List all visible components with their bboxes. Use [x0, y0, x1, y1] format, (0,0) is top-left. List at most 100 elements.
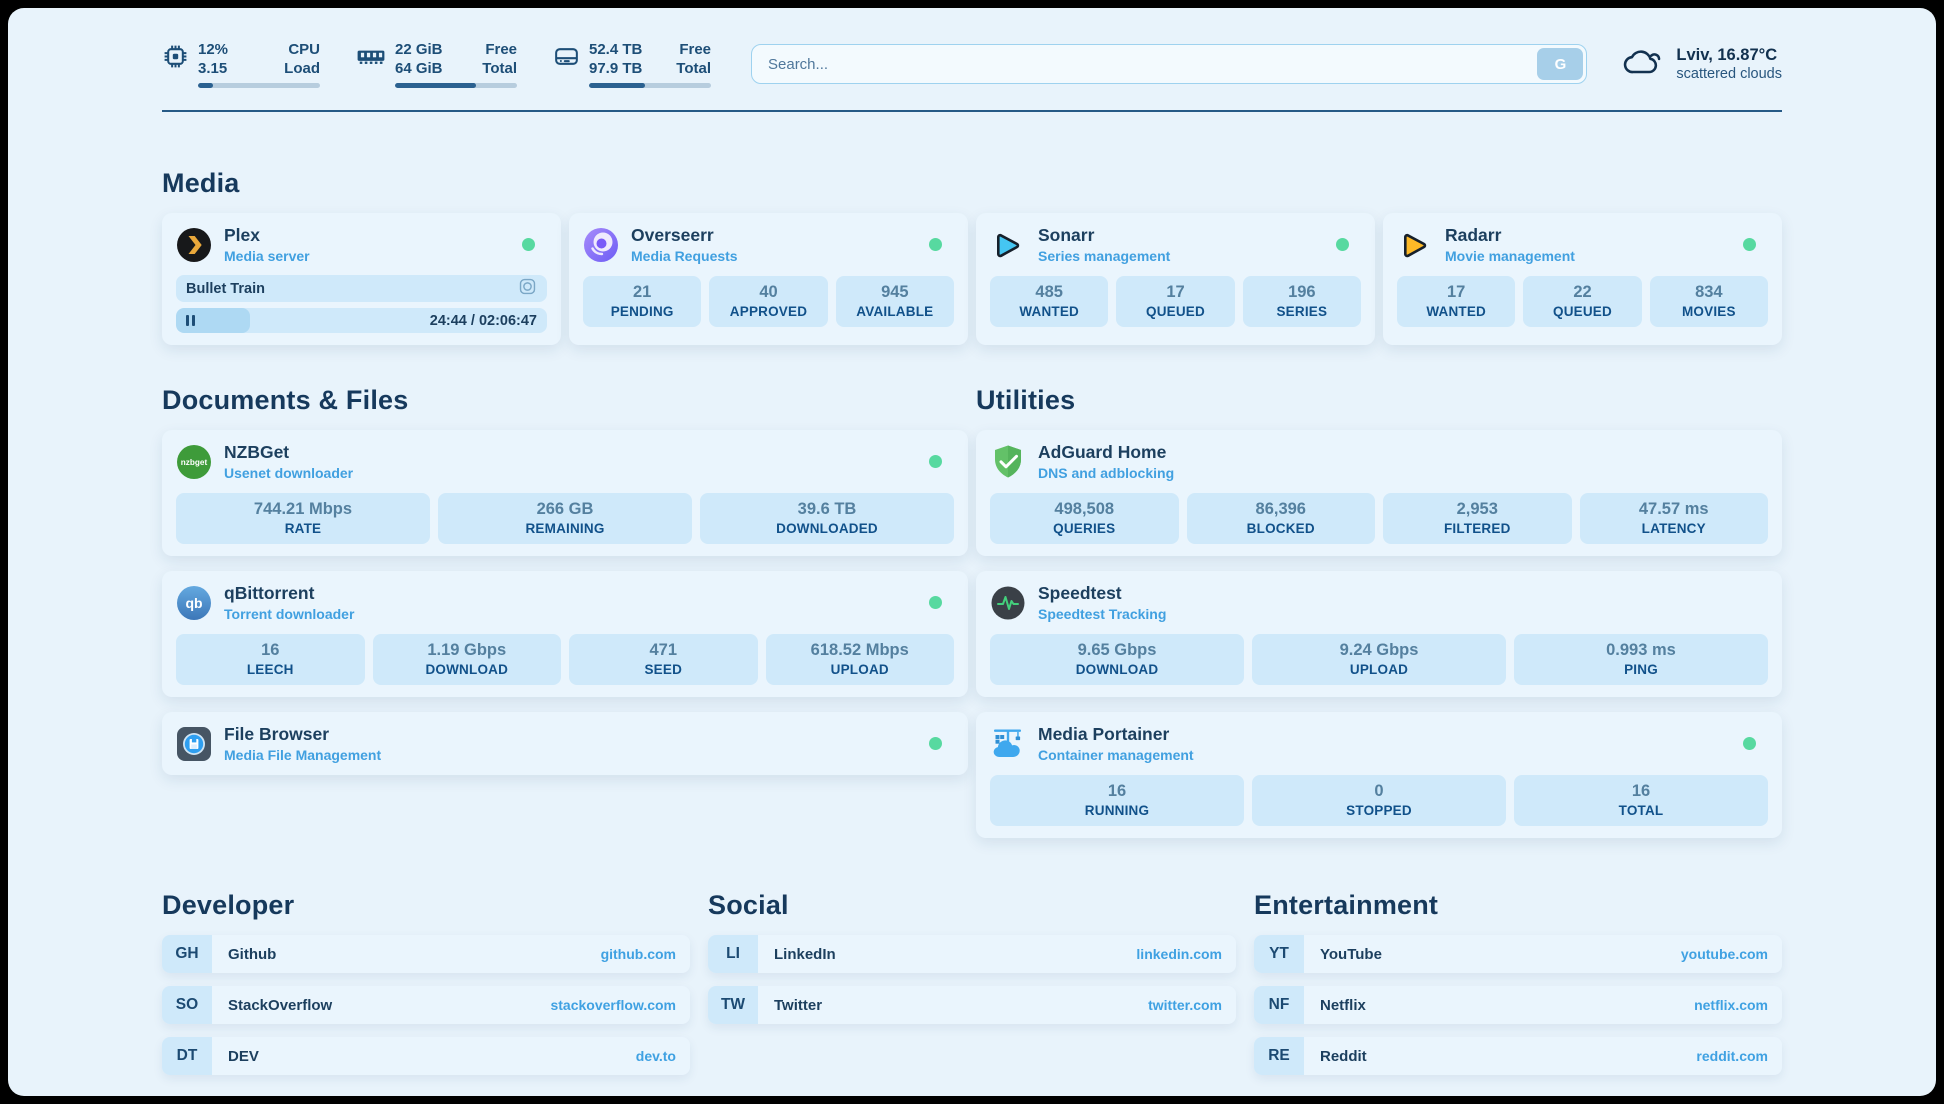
status-dot	[929, 455, 942, 469]
service-stats: 744.21 Mbps RATE 266 GB REMAINING 39.6 TB DOW…	[176, 493, 954, 545]
status-dot	[929, 596, 942, 610]
stat-value: 86,396	[1255, 500, 1306, 519]
service-card-portainer[interactable]: Media Portainer Container management 16 R…	[976, 712, 1782, 839]
stat-value: 21	[632, 283, 652, 302]
portainer-icon	[990, 726, 1026, 762]
stat-value: 945	[881, 283, 909, 302]
stat-tile: 1.19 Gbps DOWNLOAD	[372, 634, 561, 686]
metric-value: 3.15	[198, 60, 228, 78]
stat-value: 40	[759, 283, 778, 302]
header: 12% 3.15 CPU Load	[162, 40, 1782, 89]
playback-time: 24:44 / 02:06:47	[429, 312, 537, 329]
bookmark-stackoverflow[interactable]: SO StackOverflow stackoverflow.com	[162, 986, 690, 1025]
stat-tile: 16 RUNNING	[990, 775, 1244, 827]
service-card-radarr[interactable]: Radarr Movie management 17 WANTED 22 QUEUED…	[1383, 213, 1782, 346]
stat-value: 618.52 Mbps	[810, 641, 909, 660]
stat-label: RUNNING	[1084, 803, 1150, 819]
cloud-icon	[1623, 46, 1663, 82]
stat-tile: 17 WANTED	[1397, 276, 1516, 328]
metric-memory: 22 GiB 64 GiB Free Total	[356, 40, 517, 89]
dashboard-page: 12% 3.15 CPU Load	[8, 8, 1936, 1096]
bookmark-abbr: DT	[162, 1037, 212, 1076]
cpu-progress-fill	[198, 83, 213, 89]
stat-label: SERIES	[1276, 304, 1328, 320]
stat-tile: 945 AVAILABLE	[835, 276, 954, 328]
stat-value: 17	[1166, 283, 1185, 302]
service-subtitle: Speedtest Tracking	[1038, 606, 1167, 623]
service-card-speedtest[interactable]: Speedtest Speedtest Tracking 9.65 Gbps DO…	[976, 571, 1782, 698]
stat-label: WANTED	[1426, 304, 1487, 320]
stat-value: 16	[1107, 782, 1127, 801]
stat-tile: 471 SEED	[569, 634, 758, 686]
service-stats: 498,508 QUERIES 86,396 BLOCKED 2,953 FILTERED…	[990, 493, 1768, 545]
stat-tile: 16 TOTAL	[1514, 775, 1768, 827]
service-card-filebrowser[interactable]: File Browser Media File Management	[162, 712, 968, 776]
metric-value: 22 GiB	[395, 41, 443, 58]
video-icon	[518, 277, 537, 300]
stat-label: QUEUED	[1146, 304, 1205, 320]
stat-tile: 86,396 BLOCKED	[1186, 493, 1375, 545]
search-input[interactable]	[751, 44, 1588, 85]
stat-tile: 498,508 QUERIES	[990, 493, 1179, 545]
service-subtitle: Torrent downloader	[224, 606, 355, 623]
radarr-icon	[1397, 227, 1433, 263]
service-card-overseerr[interactable]: Overseerr Media Requests 21 PENDING 40 APPR…	[569, 213, 968, 346]
metric-cpu: 12% 3.15 CPU Load	[162, 40, 320, 89]
bookmark-github[interactable]: GH Github github.com	[162, 935, 690, 974]
section-documents: Documents & Files nzbget NZBGet Usenet d…	[162, 385, 968, 838]
speedtest-icon	[990, 585, 1026, 621]
bookmark-twitter[interactable]: TW Twitter twitter.com	[708, 986, 1236, 1025]
ram-icon	[356, 43, 386, 69]
stat-label: APPROVED	[729, 304, 808, 320]
stat-value: 0.993 ms	[1606, 641, 1676, 660]
section-utilities: Utilities AdGuard Home DNS and adblockin…	[976, 385, 1782, 839]
stat-tile: 2,953 FILTERED	[1383, 493, 1572, 545]
stat-value: 2,953	[1456, 500, 1498, 519]
filebrowser-icon	[176, 726, 212, 762]
bookmark-dev[interactable]: DT DEV dev.to	[162, 1037, 690, 1076]
stat-label: RATE	[284, 521, 322, 537]
service-title: Radarr	[1445, 225, 1502, 246]
service-card-sonarr[interactable]: Sonarr Series management 485 WANTED 17 QUEU…	[976, 213, 1375, 346]
bookmark-abbr: NF	[1254, 986, 1304, 1025]
bookmark-youtube[interactable]: YT YouTube youtube.com	[1254, 935, 1782, 974]
stat-value: 16	[1631, 782, 1651, 801]
stat-value: 196	[1288, 283, 1316, 302]
service-card-adguard[interactable]: AdGuard Home DNS and adblocking 498,508 Q…	[976, 430, 1782, 557]
playback-progress-bar[interactable]: 24:44 / 02:06:47	[176, 308, 547, 334]
bookmark-url: dev.to	[635, 1048, 676, 1065]
stat-value: 266 GB	[536, 500, 594, 519]
service-subtitle: Media Requests	[631, 248, 738, 265]
service-card-qbittorrent[interactable]: qb qBittorrent Torrent downloader 16 LEEC…	[162, 571, 968, 698]
playback-progress-fill	[176, 308, 251, 334]
stat-tile: 0 STOPPED	[1252, 775, 1506, 827]
section-title-entertainment: Entertainment	[1254, 890, 1439, 921]
service-card-plex[interactable]: Plex Media server Bullet Train	[162, 213, 561, 346]
stat-label: BLOCKED	[1246, 521, 1315, 537]
service-subtitle: Container management	[1038, 747, 1194, 764]
bookmark-list-developer: GH Github github.com SO StackOverflow stackov…	[162, 935, 690, 1076]
stat-value: 471	[649, 641, 678, 660]
nzbget-icon: nzbget	[176, 444, 212, 480]
bookmark-reddit[interactable]: RE Reddit reddit.com	[1254, 1037, 1782, 1076]
stat-label: TOTAL	[1618, 803, 1664, 819]
storage-progress-fill	[589, 83, 646, 89]
bookmark-netflix[interactable]: NF Netflix netflix.com	[1254, 986, 1782, 1025]
disk-icon	[553, 43, 580, 70]
metric-label: Load	[284, 60, 320, 78]
stat-value: 17	[1446, 283, 1466, 302]
weather-condition: scattered clouds	[1676, 66, 1782, 83]
bookmark-linkedin[interactable]: LI LinkedIn linkedin.com	[708, 935, 1236, 974]
search-engine-button[interactable]: G	[1537, 48, 1584, 81]
service-card-nzbget[interactable]: nzbget NZBGet Usenet downloader 744.21 M…	[162, 430, 968, 557]
stat-tile: 47.57 ms LATENCY	[1579, 493, 1768, 545]
stat-value: 498,508	[1054, 500, 1115, 519]
stat-value: 9.24 Gbps	[1339, 641, 1419, 660]
service-title: Plex	[224, 225, 260, 246]
section-entertainment: Entertainment YT YouTube youtube.com NF Netf…	[1254, 890, 1782, 1076]
service-subtitle: Series management	[1038, 248, 1171, 265]
bookmark-abbr: YT	[1254, 935, 1304, 974]
qbittorrent-icon: qb	[176, 585, 212, 621]
stat-value: 47.57 ms	[1638, 500, 1709, 519]
bookmark-url: netflix.com	[1694, 997, 1768, 1014]
